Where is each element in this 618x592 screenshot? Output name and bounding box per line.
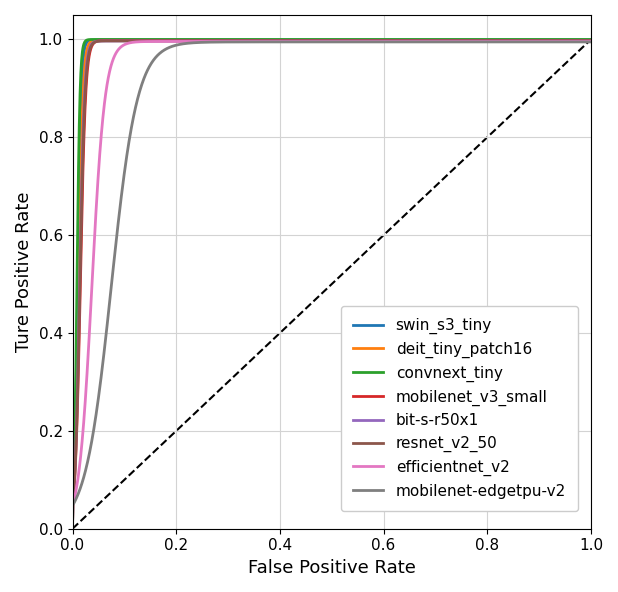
mobilenet_v3_small <box>69 525 76 532</box>
resnet_v2_50 <box>587 37 595 44</box>
bit-s-r50x1 <box>587 37 595 44</box>
deit_tiny_patch16 <box>151 37 159 44</box>
deit_tiny_patch16 <box>95 37 103 44</box>
convnext_tiny <box>128 36 135 43</box>
convnext_tiny <box>95 36 103 43</box>
mobilenet_v3_small <box>95 37 103 44</box>
swin_s3_tiny <box>477 36 485 43</box>
Line: deit_tiny_patch16: deit_tiny_patch16 <box>72 40 591 529</box>
deit_tiny_patch16 <box>572 37 580 44</box>
mobilenet_v3_small <box>587 37 595 44</box>
convnext_tiny <box>572 36 580 43</box>
convnext_tiny <box>587 36 595 43</box>
mobilenet-edgetpu-v2 <box>69 525 76 532</box>
deit_tiny_patch16 <box>477 37 485 44</box>
mobilenet-edgetpu-v2 <box>95 390 103 397</box>
resnet_v2_50 <box>321 37 329 44</box>
X-axis label: False Positive Rate: False Positive Rate <box>248 559 416 577</box>
deit_tiny_patch16 <box>321 37 329 44</box>
mobilenet_v3_small <box>477 37 485 44</box>
bit-s-r50x1 <box>307 37 315 44</box>
mobilenet_v3_small <box>572 37 580 44</box>
efficientnet_v2 <box>321 38 328 45</box>
resnet_v2_50 <box>307 37 315 44</box>
deit_tiny_patch16 <box>587 37 595 44</box>
resnet_v2_50 <box>69 525 76 532</box>
mobilenet-edgetpu-v2 <box>572 38 579 46</box>
resnet_v2_50 <box>95 38 103 45</box>
Line: mobilenet_v3_small: mobilenet_v3_small <box>72 40 591 529</box>
swin_s3_tiny <box>95 36 103 43</box>
bit-s-r50x1 <box>95 37 103 44</box>
mobilenet-edgetpu-v2 <box>587 38 595 46</box>
resnet_v2_50 <box>572 37 580 44</box>
convnext_tiny <box>572 36 580 43</box>
convnext_tiny <box>477 36 485 43</box>
resnet_v2_50 <box>167 37 174 44</box>
swin_s3_tiny <box>587 36 595 43</box>
mobilenet_v3_small <box>307 37 315 44</box>
Line: mobilenet-edgetpu-v2: mobilenet-edgetpu-v2 <box>72 42 591 529</box>
mobilenet-edgetpu-v2 <box>321 38 328 46</box>
efficientnet_v2 <box>572 38 580 45</box>
deit_tiny_patch16 <box>69 525 76 532</box>
bit-s-r50x1 <box>572 37 580 44</box>
deit_tiny_patch16 <box>572 37 580 44</box>
efficientnet_v2 <box>326 38 334 45</box>
efficientnet_v2 <box>477 38 485 45</box>
bit-s-r50x1 <box>321 37 329 44</box>
Line: bit-s-r50x1: bit-s-r50x1 <box>72 41 591 529</box>
deit_tiny_patch16 <box>307 37 315 44</box>
mobilenet-edgetpu-v2 <box>477 38 485 46</box>
mobilenet_v3_small <box>572 37 580 44</box>
mobilenet-edgetpu-v2 <box>307 38 315 46</box>
resnet_v2_50 <box>477 37 485 44</box>
Line: resnet_v2_50: resnet_v2_50 <box>72 41 591 529</box>
swin_s3_tiny <box>138 36 145 43</box>
bit-s-r50x1 <box>572 37 580 44</box>
mobilenet-edgetpu-v2 <box>584 38 591 46</box>
bit-s-r50x1 <box>163 37 170 44</box>
efficientnet_v2 <box>69 525 76 532</box>
swin_s3_tiny <box>69 525 76 532</box>
efficientnet_v2 <box>572 38 580 45</box>
resnet_v2_50 <box>572 37 580 44</box>
Line: convnext_tiny: convnext_tiny <box>72 40 591 529</box>
Line: swin_s3_tiny: swin_s3_tiny <box>72 40 591 529</box>
Legend: swin_s3_tiny, deit_tiny_patch16, convnext_tiny, mobilenet_v3_small, bit-s-r50x1,: swin_s3_tiny, deit_tiny_patch16, convnex… <box>341 305 578 511</box>
convnext_tiny <box>321 36 329 43</box>
mobilenet_v3_small <box>172 37 179 44</box>
swin_s3_tiny <box>321 36 329 43</box>
swin_s3_tiny <box>307 36 315 43</box>
Y-axis label: Ture Positive Rate: Ture Positive Rate <box>15 192 33 352</box>
convnext_tiny <box>307 36 315 43</box>
efficientnet_v2 <box>587 38 595 45</box>
swin_s3_tiny <box>572 36 580 43</box>
efficientnet_v2 <box>95 161 103 168</box>
convnext_tiny <box>69 525 76 532</box>
swin_s3_tiny <box>572 36 580 43</box>
efficientnet_v2 <box>307 38 315 45</box>
bit-s-r50x1 <box>477 37 485 44</box>
mobilenet_v3_small <box>321 37 329 44</box>
mobilenet-edgetpu-v2 <box>572 38 580 46</box>
Line: efficientnet_v2: efficientnet_v2 <box>72 41 591 529</box>
bit-s-r50x1 <box>69 525 76 532</box>
